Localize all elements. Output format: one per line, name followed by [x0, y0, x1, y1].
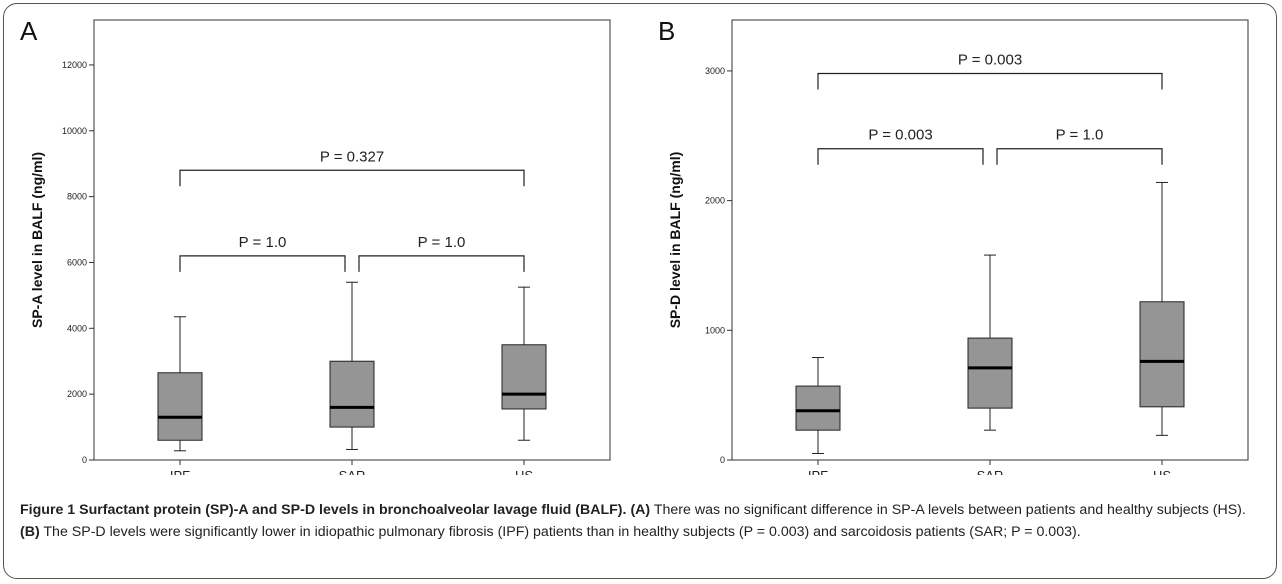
significance-bracket: P = 1.0 — [358, 234, 525, 272]
x-tick-label: HS — [515, 468, 533, 475]
chart-panel-b: B SP-D level in BALF (ng/ml) 0 1000 2000 3000… — [658, 16, 1249, 475]
caption-part-b-label: (B) — [20, 523, 40, 540]
x-tick-label: SAR — [339, 468, 366, 475]
y-axis-label: SP-A level in BALF (ng/ml) — [29, 152, 45, 328]
p-value-label: P = 0.003 — [958, 52, 1022, 69]
caption-part-a-text: There was no significant difference in S… — [653, 502, 1246, 518]
y-tick-label: 2000 — [705, 196, 725, 206]
figure-caption: Figure 1 Surfactant protein (SP)-A and S… — [20, 500, 1265, 543]
y-tick-label: 2000 — [67, 389, 87, 399]
box-plot-hs — [1139, 181, 1185, 436]
iqr-box — [329, 360, 375, 428]
iqr-box — [967, 337, 1013, 409]
panel-letter: B — [658, 16, 675, 46]
iqr-box — [501, 344, 547, 410]
significance-bracket: P = 1.0 — [996, 127, 1163, 165]
caption-part-b-text: The SP-D levels were significantly lower… — [43, 523, 1081, 540]
box-plot-ipf — [795, 357, 841, 455]
bracket-line — [996, 148, 1163, 165]
iqr-box — [157, 372, 203, 441]
y-tick-label: 0 — [720, 455, 725, 465]
x-tick-label: IPF — [808, 468, 828, 475]
significance-bracket: P = 0.003 — [817, 52, 1163, 90]
p-value-label: P = 1.0 — [239, 234, 287, 251]
bracket-line — [358, 255, 525, 272]
y-tick-label: 4000 — [67, 323, 87, 333]
panel-letter: A — [20, 16, 38, 46]
y-tick-label: 8000 — [67, 192, 87, 202]
p-value-label: P = 1.0 — [1056, 127, 1104, 144]
significance-bracket: P = 1.0 — [179, 234, 346, 272]
y-tick-label: 1000 — [705, 325, 725, 335]
p-value-label: P = 1.0 — [418, 234, 466, 251]
caption-lead: Figure 1 Surfactant protein (SP)-A and S… — [20, 502, 627, 518]
y-tick-label: 12000 — [62, 60, 87, 70]
bracket-line — [179, 169, 525, 187]
bracket-line — [817, 72, 1163, 90]
y-tick-label: 0 — [82, 455, 87, 465]
x-tick-label: IPF — [170, 468, 190, 475]
significance-bracket: P = 0.003 — [817, 127, 984, 165]
significance-bracket: P = 0.327 — [179, 148, 525, 187]
x-tick-label: HS — [1153, 468, 1171, 475]
x-tick-label: SAR — [977, 468, 1004, 475]
y-tick-label: 10000 — [62, 126, 87, 136]
caption-part-a-label: (A) — [630, 502, 651, 518]
iqr-box — [795, 385, 841, 431]
bracket-line — [179, 255, 346, 272]
box-plot-ipf — [157, 316, 203, 452]
chart-panel-a: A SP-A level in BALF (ng/ml) 0 2000 4000 6000… — [20, 16, 611, 475]
figure-frame — [3, 3, 1277, 579]
box-plot-sar — [329, 281, 375, 450]
p-value-label: P = 0.003 — [868, 127, 932, 144]
box-plot-hs — [501, 286, 547, 441]
box-plot-sar — [967, 254, 1013, 431]
y-axis-label: SP-D level in BALF (ng/ml) — [667, 152, 683, 329]
p-value-label: P = 0.327 — [320, 148, 384, 165]
y-tick-label: 3000 — [705, 66, 725, 76]
y-tick-label: 6000 — [67, 257, 87, 267]
iqr-box — [1139, 301, 1185, 408]
bracket-line — [817, 148, 984, 165]
